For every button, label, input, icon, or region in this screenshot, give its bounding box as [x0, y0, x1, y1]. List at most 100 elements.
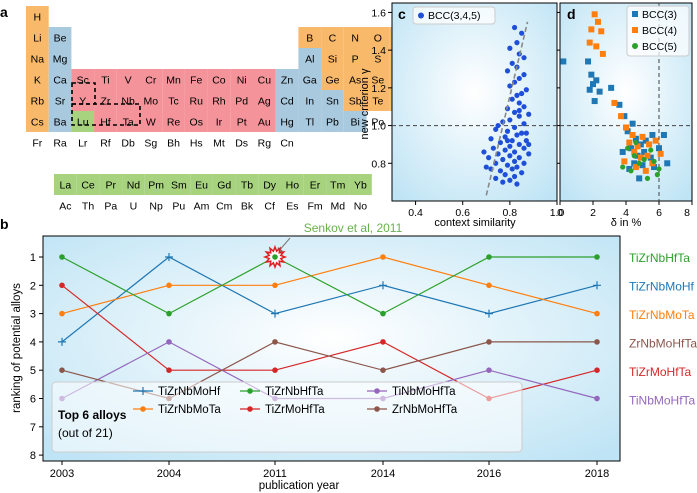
- scatter-point: [633, 139, 639, 146]
- scatter-point: [593, 43, 600, 50]
- scatter-point: [516, 107, 522, 114]
- element-symbol: Sn: [326, 96, 339, 108]
- scatter-point: [656, 166, 662, 172]
- element-symbol: Np: [149, 201, 163, 213]
- scatter-point: [523, 138, 529, 144]
- panel-label-a: a: [0, 4, 8, 20]
- element-symbol: O: [374, 33, 382, 45]
- element-cell-bg: [275, 69, 299, 90]
- element-cell-bg: [366, 27, 390, 48]
- series-line: [61, 256, 598, 315]
- element-symbol: Ba: [54, 117, 67, 129]
- element-cell-bg: [230, 69, 253, 90]
- scatter-point: [514, 132, 520, 138]
- xtick-label-d: 2: [590, 207, 596, 219]
- element-symbol: Mg: [53, 54, 68, 66]
- element-symbol: Ti: [101, 75, 109, 87]
- scatter-point: [519, 170, 525, 176]
- element-symbol: As: [349, 75, 361, 87]
- element-symbol: Be: [54, 33, 67, 45]
- element-cell-bg: [321, 111, 344, 132]
- element-cell-bg: [48, 90, 72, 111]
- element-symbol: Ru: [190, 96, 204, 108]
- element-symbol: Co: [212, 75, 226, 87]
- element-cell-bg: [366, 90, 390, 111]
- ytick-label-c: 1.4: [371, 45, 386, 57]
- element-symbol: Cm: [216, 201, 233, 213]
- scatter-point: [526, 151, 532, 157]
- ylabel-b: ranking of potential alloys: [11, 283, 23, 413]
- scatter-point: [598, 28, 605, 35]
- data-point: [166, 282, 172, 289]
- legend-box-b: [51, 381, 523, 453]
- element-symbol: Cn: [280, 138, 294, 150]
- series-line: [61, 256, 597, 315]
- data-point: [59, 254, 65, 260]
- scatter-point: [500, 179, 506, 185]
- right-alloy-label: TiZrNbHfTa: [629, 251, 690, 265]
- scatter-point: [644, 175, 651, 181]
- element-cell-bg: [54, 174, 77, 195]
- plot-area-c: [391, 2, 558, 202]
- scatter-point: [664, 160, 671, 167]
- scatter-point: [647, 154, 654, 161]
- ytick-label-c: 1.0: [371, 121, 386, 133]
- element-symbol: B: [306, 33, 313, 45]
- scatter-point: [625, 145, 631, 151]
- element-symbol: Tm: [330, 180, 345, 192]
- panel-label-b: b: [0, 216, 9, 232]
- element-symbol: Rh: [212, 96, 226, 108]
- data-point: [485, 309, 493, 318]
- element-cell-bg: [184, 90, 208, 111]
- element-symbol: Th: [82, 201, 94, 213]
- element-cell-bg: [258, 174, 281, 195]
- element-symbol: Ho: [286, 180, 300, 192]
- legend-label-bcc4: BCC(4): [642, 25, 677, 37]
- data-point: [593, 281, 601, 290]
- element-symbol: Cd: [280, 96, 294, 108]
- ylabel-c: new criterion γ: [359, 68, 371, 139]
- legend-items-b: TiZrNbMoHf TiZrNbHfTa TiNbMoHfTa TiZrNbMoTa…: [133, 386, 458, 416]
- scatter-point: [629, 120, 636, 127]
- scatter-point: [509, 166, 515, 172]
- scatter-point: [514, 92, 520, 98]
- ytick-label-c: 0.8: [371, 158, 386, 170]
- element-cell-bg: [26, 90, 49, 111]
- ytick-label-b: 1: [30, 252, 36, 264]
- scatter-point: [509, 96, 515, 102]
- scatter-point: [652, 137, 659, 144]
- scatter-point: [657, 150, 664, 157]
- xtick-label-b: 2018: [585, 468, 609, 480]
- element-cell-bg: [230, 111, 253, 132]
- scatter-point: [493, 126, 499, 132]
- data-point: [271, 309, 279, 318]
- scatter-point: [642, 137, 649, 144]
- element-cell-bg: [321, 69, 344, 90]
- element-cell-bg: [26, 6, 49, 27]
- element-symbol: Am: [194, 201, 210, 213]
- element-cell-bg: [207, 111, 231, 132]
- xtick-label-b: 2016: [477, 468, 501, 480]
- scatter-point: [624, 128, 631, 135]
- legend-label-c: BCC(3,4,5): [428, 10, 481, 22]
- element-cell-bg: [48, 69, 72, 90]
- element-symbol: Si: [328, 54, 337, 66]
- ytick-label-b: 5: [30, 365, 36, 377]
- element-cell-bg: [144, 174, 168, 195]
- scatter-point: [637, 154, 644, 161]
- data-point: [59, 282, 65, 289]
- legend-marker-c: [418, 12, 424, 19]
- scatter-point: [521, 72, 527, 78]
- scatter-point: [623, 124, 629, 131]
- scatter-point: [618, 113, 625, 120]
- right-alloy-label: TiNbMoHfTa: [629, 394, 696, 408]
- scatter-point: [646, 141, 653, 148]
- legend-box-c: [412, 6, 496, 25]
- element-symbol: Lr: [78, 138, 88, 150]
- scatter-point: [504, 138, 511, 144]
- ytick-label-c: 1.6: [371, 7, 386, 19]
- legend-label: TiZrMoHfTa: [265, 404, 325, 416]
- element-cell-bg: [139, 90, 163, 111]
- scatter-point: [634, 143, 641, 150]
- ytick-label-b: 3: [30, 309, 36, 321]
